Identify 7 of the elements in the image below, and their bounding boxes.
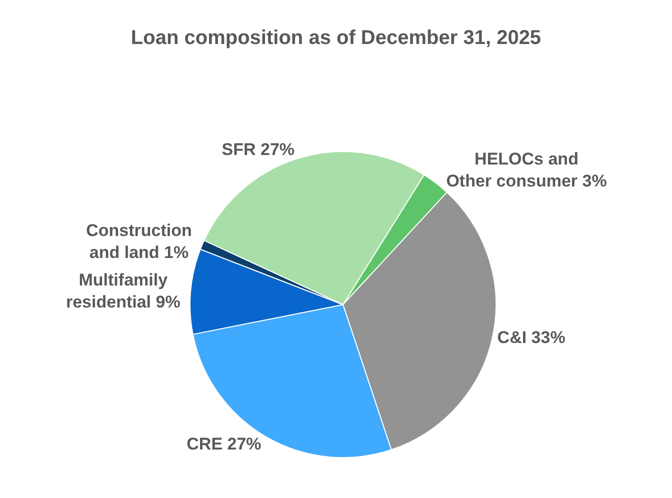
slice-label: CRE 27% [186,434,262,454]
slice-label: HELOCs and Other consumer 3% [446,150,607,191]
slice-label: Construction and land 1% [86,221,192,262]
slice-label: SFR 27% [222,140,295,159]
chart-title: Loan composition as of December 31, 2025 [130,26,542,49]
slice-label: Multifamily residential 9% [66,270,180,312]
slice-label: C&I 33% [497,328,566,347]
